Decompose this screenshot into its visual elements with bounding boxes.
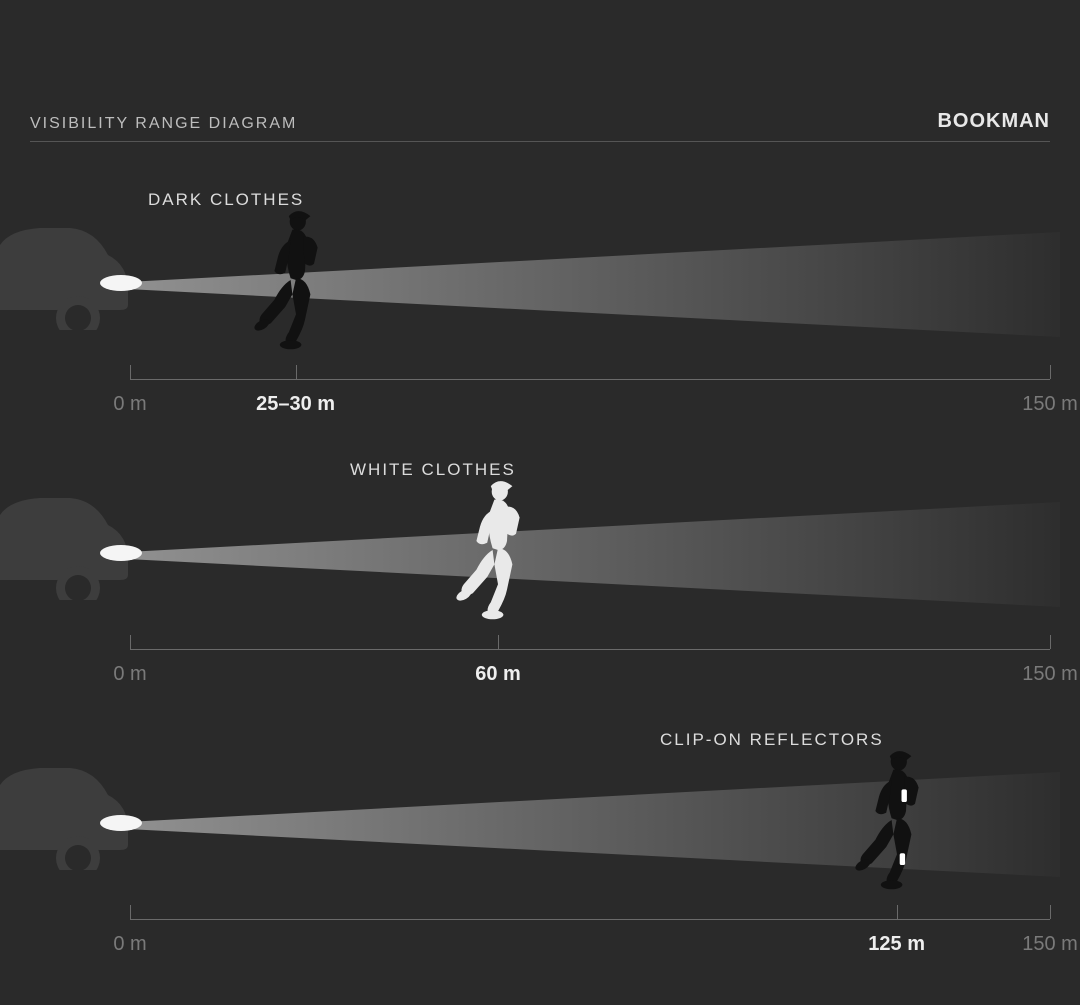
runner (453, 475, 543, 630)
car (0, 480, 130, 600)
runner-icon (852, 745, 942, 895)
axis-start-label: 0 m (113, 663, 146, 686)
brand-logo: BOOKMAN (937, 110, 1050, 133)
page-title: VISIBILITY RANGE DIAGRAM (30, 115, 297, 133)
scenario-label: DARK CLOTHES (148, 190, 304, 210)
scenario-label: WHITE CLOTHES (350, 460, 516, 480)
distance-axis: 0 m150 m125 m (130, 919, 1050, 920)
header: VISIBILITY RANGE DIAGRAM BOOKMAN (30, 110, 1050, 142)
headlight-icon (100, 815, 142, 831)
scenario-row-dark: DARK CLOTHES0 m150 m25–30 m (0, 160, 1080, 420)
car-icon (0, 750, 130, 870)
car-icon (0, 480, 130, 600)
runner-icon (453, 475, 543, 625)
runner-icon (251, 205, 341, 355)
distance-label: 60 m (475, 663, 521, 686)
light-beam (120, 502, 1060, 607)
runner (251, 205, 341, 360)
headlight-icon (100, 545, 142, 561)
axis-end-label: 150 m (1022, 393, 1078, 416)
runner (852, 745, 942, 900)
distance-label: 25–30 m (256, 393, 335, 416)
scenario-row-reflectors: CLIP-ON REFLECTORS0 m150 m125 m (0, 700, 1080, 960)
axis-end-label: 150 m (1022, 663, 1078, 686)
scenario-label: CLIP-ON REFLECTORS (660, 730, 884, 750)
scenario-row-white: WHITE CLOTHES0 m150 m60 m (0, 430, 1080, 690)
axis-end-label: 150 m (1022, 933, 1078, 956)
car-icon (0, 210, 130, 330)
distance-label: 125 m (868, 933, 925, 956)
distance-axis: 0 m150 m60 m (130, 649, 1050, 650)
distance-axis: 0 m150 m25–30 m (130, 379, 1050, 380)
car (0, 210, 130, 330)
axis-start-label: 0 m (113, 933, 146, 956)
headlight-icon (100, 275, 142, 291)
axis-start-label: 0 m (113, 393, 146, 416)
car (0, 750, 130, 870)
